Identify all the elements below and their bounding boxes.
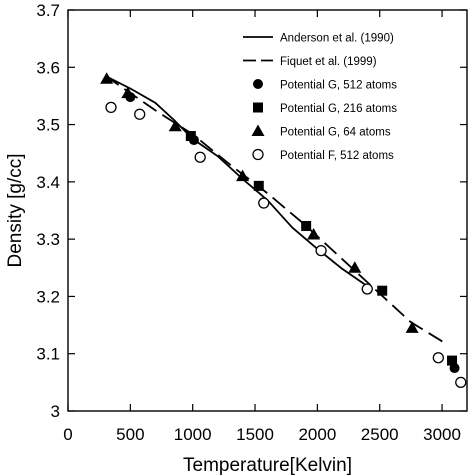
data-point-potential-f-512-atoms [432, 352, 444, 364]
legend: Anderson et al. (1990) Fiquet et al. (199… [243, 33, 397, 162]
series-markers [100, 72, 467, 389]
data-point-potential-g-64-atoms [236, 169, 250, 182]
data-point-potential-g-64-atoms [168, 119, 182, 132]
data-point-potential-f-512-atoms [105, 101, 117, 114]
x-tick-label: 1000 [174, 425, 212, 444]
data-point-potential-g-216-atoms [377, 285, 388, 296]
x-tick-label: 2500 [361, 425, 399, 444]
y-tick-label: 3.5 [36, 116, 60, 135]
legend-label: Potential G, 216 atoms [280, 103, 397, 115]
x-tick-label: 1500 [236, 425, 274, 444]
y-tick-label: 3.1 [36, 345, 60, 364]
x-tick-label: 2000 [298, 425, 336, 444]
y-tick-label: 3.2 [36, 287, 60, 306]
y-tick-label: 3.4 [36, 173, 60, 192]
legend-label: Potential F, 512 atoms [280, 150, 394, 162]
legend-symbol-potential-g-216-atoms [253, 102, 263, 113]
x-tick-label: 0 [63, 425, 72, 444]
data-point-potential-g-64-atoms [405, 321, 419, 333]
data-point-potential-g-216-atoms [253, 180, 264, 191]
legend-label: Potential G, 512 atoms [280, 80, 397, 92]
data-point-potential-g-216-atoms [185, 131, 196, 142]
data-point-potential-g-64-atoms [307, 228, 321, 240]
data-point-potential-g-64-atoms [348, 261, 362, 273]
plot-frame [67, 9, 468, 412]
legend-symbol-potential-g-512-atoms [253, 79, 263, 89]
legend-symbol-potential-f-512-atoms [252, 148, 264, 161]
legend-symbol-potential-g-64-atoms [251, 124, 265, 136]
data-point-potential-f-512-atoms [194, 151, 206, 163]
data-point-potential-g-64-atoms [121, 86, 135, 99]
legend-label: Anderson et al. (1990) [280, 33, 394, 45]
y-tick-label: 3.3 [36, 230, 60, 249]
axis-ticks: 0 500 1000 1500 2000 2500 3000 3 3.1 3.2 3.3 3.4 3.5… [36, 1, 467, 444]
data-point-potential-g-64-atoms [100, 72, 114, 84]
data-point-potential-f-512-atoms [455, 376, 467, 389]
y-tick-label: 3.6 [36, 58, 60, 77]
data-point-potential-f-512-atoms [361, 283, 373, 295]
y-tick-label: 3.7 [36, 1, 60, 20]
y-axis-label: Density [g/cc] [5, 153, 26, 267]
x-tick-label: 3000 [423, 425, 461, 444]
data-point-potential-f-512-atoms [258, 197, 270, 209]
data-point-potential-g-216-atoms [301, 220, 312, 231]
data-point-potential-f-512-atoms [134, 108, 146, 120]
x-axis-label: Temperature[Kelvin] [183, 455, 352, 476]
legend-label: Fiquet et al. (1999) [280, 56, 377, 68]
x-tick-label: 500 [116, 425, 144, 444]
legend-label: Potential G, 64 atoms [280, 127, 391, 139]
data-point-potential-f-512-atoms [315, 244, 327, 257]
y-tick-label: 3 [51, 402, 60, 421]
data-point-potential-g-216-atoms [447, 355, 458, 366]
